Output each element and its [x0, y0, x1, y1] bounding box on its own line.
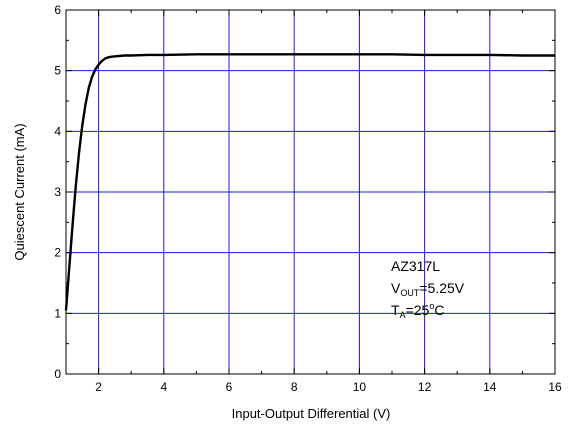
y-tick-label: 3	[54, 185, 61, 199]
legend-annotation: AZ317L VOUT=5.25V TA=25oC	[391, 258, 465, 320]
y-tick-label: 0	[54, 367, 61, 381]
annotation-t: T	[391, 302, 400, 318]
annotation-vout-value: =5.25V	[419, 280, 464, 296]
annotation-degree: o	[429, 301, 434, 311]
y-tick-label: 2	[54, 246, 61, 260]
x-tick-label: 8	[291, 380, 298, 394]
x-tick-label: 10	[353, 380, 367, 394]
annotation-v: V	[391, 280, 401, 296]
x-tick-label: 4	[160, 380, 167, 394]
annotation-line1: AZ317L	[391, 258, 440, 274]
y-tick-label: 6	[54, 3, 61, 17]
x-axis-title: Input-Output Differential (V)	[232, 406, 391, 421]
y-tick-label: 1	[54, 306, 61, 320]
x-tick-label: 16	[548, 380, 562, 394]
x-tick-label: 6	[226, 380, 233, 394]
series-line	[64, 53, 555, 311]
x-tick-label: 12	[418, 380, 432, 394]
annotation-line2: VOUT=5.25V	[391, 280, 465, 298]
y-tick-label: 4	[54, 124, 61, 138]
y-tick-label: 5	[54, 64, 61, 78]
annotation-a-sub: A	[400, 310, 406, 320]
y-axis-title: Quiescent Current (mA)	[12, 123, 27, 260]
plot-frame	[65, 9, 556, 375]
x-tick-label: 14	[483, 380, 497, 394]
annotation-out-sub: OUT	[400, 288, 420, 298]
grid	[66, 10, 555, 374]
annotation-line3: TA=25oC	[391, 301, 444, 320]
annotation-unit: C	[434, 302, 444, 318]
annotation-ta-value: =25	[406, 302, 430, 318]
x-tick-label: 2	[95, 380, 102, 394]
